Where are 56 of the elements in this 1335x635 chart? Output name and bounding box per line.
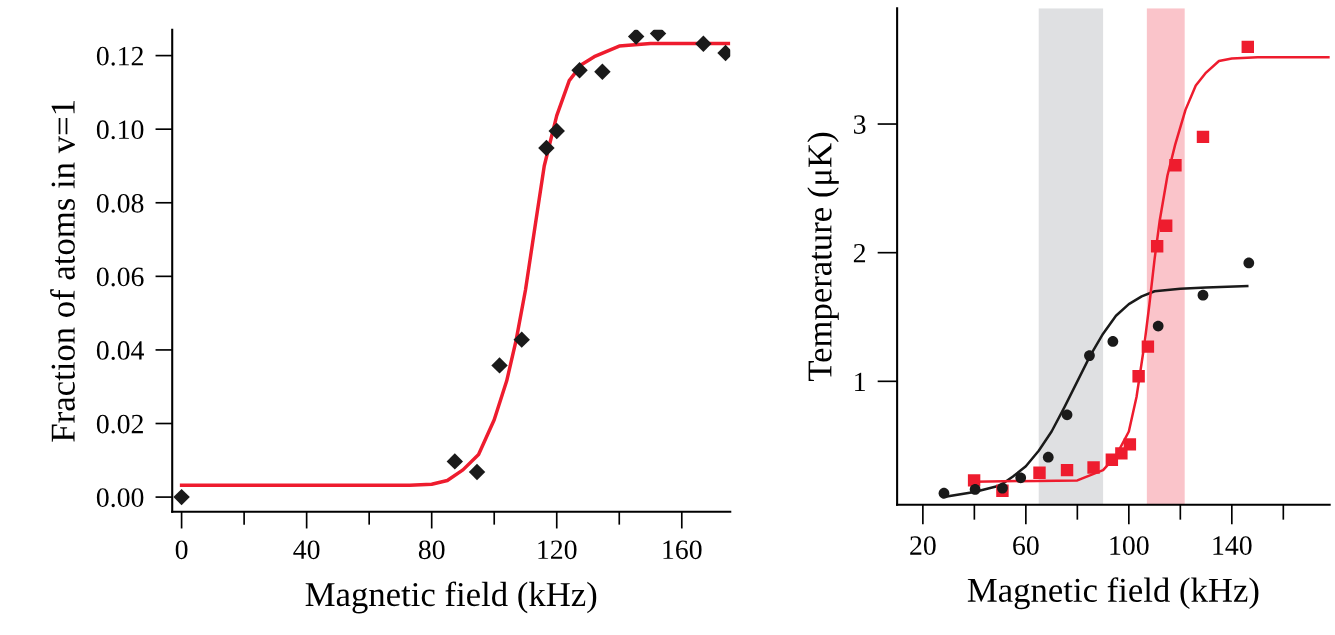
point: [1169, 158, 1182, 172]
point: [1197, 289, 1209, 301]
point: [938, 487, 950, 499]
x-tick-label: 140: [1213, 536, 1252, 555]
point: [1196, 130, 1210, 144]
point: [491, 357, 508, 374]
point: [1152, 320, 1164, 332]
y-tick-label: 0.08: [96, 193, 144, 213]
point: [1150, 240, 1164, 253]
x-tick-label: 160: [663, 540, 702, 560]
point: [1042, 451, 1054, 463]
point: [1107, 336, 1119, 347]
y-tick-label: 0.04: [96, 341, 144, 360]
y-tick-label: 3: [854, 115, 866, 134]
point: [571, 62, 588, 79]
point: [594, 63, 611, 80]
point: [173, 488, 190, 506]
point: [513, 331, 530, 348]
y-tick-label: 0.02: [96, 414, 143, 434]
point: [1015, 472, 1027, 484]
x-axis-title: Magnetic field (kHz): [305, 581, 597, 614]
x-tick-label: 80: [418, 540, 445, 560]
point: [548, 122, 565, 140]
point: [1123, 438, 1137, 451]
y-tick-label: 2: [853, 243, 866, 263]
x-tick-label: 40: [293, 540, 320, 560]
point: [1061, 409, 1073, 421]
point: [1115, 447, 1128, 460]
y-axis-title: Fraction of atoms in v=1: [50, 101, 75, 442]
point: [695, 35, 712, 53]
x-axis-title: Magnetic field (kHz): [967, 577, 1259, 610]
x-tick-label: 100: [1110, 536, 1149, 555]
point: [1060, 463, 1074, 477]
x-tick-label: 120: [538, 540, 577, 560]
x-tick-label: 0: [175, 540, 188, 560]
point: [1132, 369, 1145, 383]
y-tick-label: 1: [855, 372, 865, 391]
point: [1159, 219, 1173, 232]
point: [1084, 350, 1095, 361]
point: [1241, 40, 1254, 54]
point: [446, 453, 464, 470]
y-tick-label: 0.06: [96, 267, 144, 287]
point: [1033, 466, 1046, 479]
point: [627, 29, 645, 45]
point: [1141, 340, 1155, 353]
y-tick-label: 0.12: [96, 46, 143, 66]
point: [1243, 257, 1255, 269]
y-tick-label: 0.00: [96, 488, 144, 508]
point: [468, 463, 486, 481]
y-axis-title: Temperature (μK): [807, 132, 839, 382]
point: [1087, 461, 1100, 474]
x-tick-label: 60: [1013, 536, 1039, 555]
point: [969, 484, 981, 495]
y-tick-label: 0.10: [96, 120, 144, 140]
x-tick-label: 20: [910, 536, 936, 555]
point: [538, 139, 555, 157]
